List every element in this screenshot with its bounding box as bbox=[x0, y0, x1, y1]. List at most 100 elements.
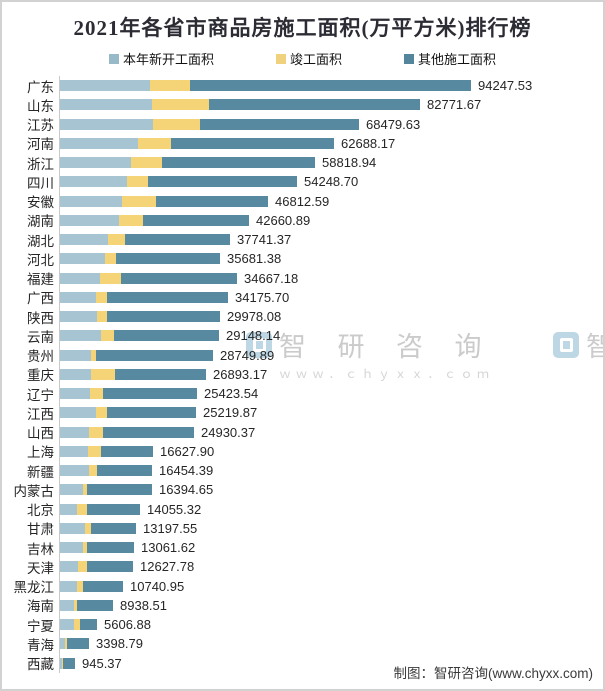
bar-row: 四川 54248.70 bbox=[2, 172, 603, 192]
plot-area: 26893.17 bbox=[59, 364, 603, 384]
segment-completed bbox=[96, 407, 107, 419]
value-label: 34175.70 bbox=[235, 289, 290, 305]
plot-area: 29148.14 bbox=[59, 326, 603, 346]
stacked-bar bbox=[60, 176, 297, 188]
stacked-bar bbox=[60, 368, 206, 380]
bar-row: 河北 35681.38 bbox=[2, 249, 603, 269]
legend-item-1: 竣工面积 bbox=[275, 49, 342, 68]
stacked-bar bbox=[60, 426, 194, 438]
stacked-bar bbox=[60, 330, 219, 342]
category-label: 宁夏 bbox=[27, 618, 54, 634]
bar-row: 重庆 26893.17 bbox=[2, 364, 603, 384]
category-label: 江西 bbox=[27, 406, 54, 422]
bar-row: 安徽 46812.59 bbox=[2, 191, 603, 211]
value-label: 24930.37 bbox=[201, 424, 256, 440]
category-label: 上海 bbox=[27, 445, 54, 461]
bar-row: 辽宁 25423.54 bbox=[2, 384, 603, 404]
bar-row: 浙江 58818.94 bbox=[2, 153, 603, 173]
segment-new-start bbox=[60, 368, 91, 380]
segment-other-construction bbox=[200, 118, 359, 130]
plot-area: 42660.89 bbox=[59, 210, 603, 230]
segment-completed bbox=[77, 503, 87, 515]
legend-label: 本年新开工面积 bbox=[122, 52, 214, 67]
plot-area: 16627.90 bbox=[59, 441, 603, 461]
category-label: 黑龙江 bbox=[13, 580, 55, 596]
segment-completed bbox=[74, 619, 80, 631]
value-label: 29148.14 bbox=[226, 328, 281, 344]
segment-other-construction bbox=[107, 407, 196, 419]
segment-other-construction bbox=[91, 522, 136, 534]
segment-completed bbox=[91, 349, 96, 361]
bar-row: 贵州 28749.89 bbox=[2, 345, 603, 365]
segment-other-construction bbox=[116, 253, 220, 265]
category-label: 吉林 bbox=[27, 541, 54, 557]
bar-row: 广西 34175.70 bbox=[2, 287, 603, 307]
segment-new-start bbox=[60, 157, 131, 169]
segment-completed bbox=[65, 638, 67, 650]
bar-row: 山西 24930.37 bbox=[2, 422, 603, 442]
segment-other-construction bbox=[209, 99, 420, 111]
stacked-bar bbox=[60, 349, 213, 361]
segment-other-construction bbox=[162, 157, 315, 169]
segment-completed bbox=[105, 253, 116, 265]
value-label: 25423.54 bbox=[204, 386, 259, 402]
plot-area: 8938.51 bbox=[59, 595, 603, 615]
plot-area: 16454.39 bbox=[59, 461, 603, 481]
bar-row: 广东 94247.53 bbox=[2, 76, 603, 96]
value-label: 62688.17 bbox=[341, 135, 396, 151]
segment-new-start bbox=[60, 445, 88, 457]
value-label: 3398.79 bbox=[96, 636, 143, 652]
plot-area: 46812.59 bbox=[59, 191, 603, 211]
stacked-bar bbox=[60, 137, 334, 149]
segment-completed bbox=[101, 330, 114, 342]
segment-completed bbox=[77, 580, 83, 592]
stacked-bar bbox=[60, 465, 152, 477]
plot-area: 25423.54 bbox=[59, 384, 603, 404]
stacked-bar bbox=[60, 234, 230, 246]
category-label: 山东 bbox=[27, 98, 54, 114]
segment-other-construction bbox=[87, 542, 134, 554]
plot-area: 82771.67 bbox=[59, 95, 603, 115]
bar-row: 西藏 945.37 bbox=[2, 653, 603, 673]
value-label: 28749.89 bbox=[220, 347, 275, 363]
segment-new-start bbox=[60, 484, 83, 496]
segment-new-start bbox=[60, 195, 122, 207]
plot-area: 25219.87 bbox=[59, 403, 603, 423]
stacked-bar bbox=[60, 580, 123, 592]
value-label: 34667.18 bbox=[244, 270, 299, 286]
plot-area: 62688.17 bbox=[59, 133, 603, 153]
segment-new-start bbox=[60, 503, 77, 515]
stacked-bar bbox=[60, 195, 268, 207]
stacked-bar bbox=[60, 253, 220, 265]
segment-completed bbox=[62, 657, 63, 669]
legend-swatch-icon bbox=[108, 53, 119, 64]
segment-new-start bbox=[60, 657, 62, 669]
stacked-bar bbox=[60, 99, 420, 111]
segment-other-construction bbox=[87, 503, 140, 515]
segment-other-construction bbox=[114, 330, 219, 342]
stacked-bar bbox=[60, 619, 97, 631]
category-label: 重庆 bbox=[27, 368, 54, 384]
segment-other-construction bbox=[77, 599, 113, 611]
value-label: 5606.88 bbox=[104, 617, 151, 633]
chart-rows: 广东 94247.53 山东 82771.67 江苏 68479.63 河南 62688.17… bbox=[2, 76, 603, 673]
category-label: 四川 bbox=[27, 175, 54, 191]
bar-row: 上海 16627.90 bbox=[2, 441, 603, 461]
bar-row: 湖北 37741.37 bbox=[2, 230, 603, 250]
value-label: 13197.55 bbox=[143, 520, 198, 536]
segment-other-construction bbox=[107, 311, 220, 323]
value-label: 68479.63 bbox=[366, 116, 421, 132]
segment-other-construction bbox=[87, 561, 133, 573]
bar-row: 新疆 16454.39 bbox=[2, 461, 603, 481]
stacked-bar bbox=[60, 599, 113, 611]
segment-other-construction bbox=[121, 272, 237, 284]
segment-completed bbox=[90, 388, 103, 400]
segment-new-start bbox=[60, 118, 153, 130]
value-label: 46812.59 bbox=[275, 193, 330, 209]
segment-completed bbox=[122, 195, 156, 207]
legend-label: 竣工面积 bbox=[289, 52, 342, 67]
category-label: 西藏 bbox=[27, 657, 54, 673]
segment-other-construction bbox=[143, 214, 249, 226]
segment-other-construction bbox=[101, 445, 153, 457]
plot-area: 94247.53 bbox=[59, 76, 603, 96]
